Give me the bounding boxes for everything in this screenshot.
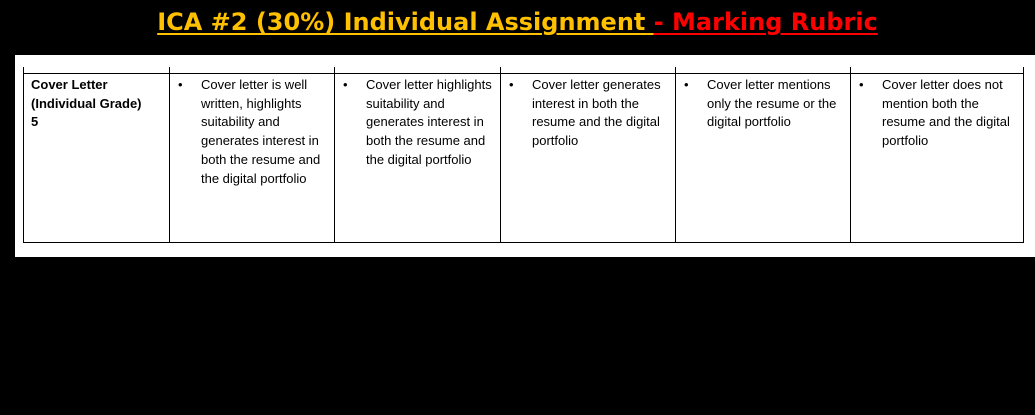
level-text: Cover letter highlights suitability and … [366, 77, 492, 167]
bullet-list: • Cover letter does not mention both the … [855, 76, 1019, 151]
bullet-list: • Cover letter highlights suitability and… [339, 76, 496, 170]
level-text: Cover letter does not mention both the r… [882, 77, 1010, 149]
level-text: Cover letter is well written, highlights… [201, 77, 321, 186]
level-cell-1: • Cover letter is well written, highlight… [169, 73, 335, 243]
bullet-list: • Cover letter generates interest in both… [505, 76, 671, 151]
bullet-icon: • [684, 77, 689, 92]
bullet-icon: • [343, 77, 348, 92]
bullet-icon: • [178, 77, 183, 92]
list-item: • Cover letter highlights suitability and… [339, 76, 496, 170]
criterion-grade-type: (Individual Grade) [31, 95, 142, 111]
list-item: • Cover letter mentions only the resume o… [680, 76, 846, 132]
level-cell-5: • Cover letter does not mention both the … [850, 73, 1024, 243]
title-accent: - Marking Rubric [653, 8, 878, 36]
criterion-points: 5 [31, 114, 39, 130]
bullet-icon: • [509, 77, 514, 92]
list-item: • Cover letter does not mention both the … [855, 76, 1019, 151]
table-row-cover-letter: Cover Letter (Individual Grade) 5 • Cover… [23, 73, 1024, 243]
bullet-icon: • [859, 77, 864, 92]
level-text: Cover letter mentions only the resume or… [707, 77, 837, 130]
level-cell-2: • Cover letter highlights suitability and… [334, 73, 501, 243]
criterion-name: Cover Letter [31, 77, 108, 92]
list-item: • Cover letter generates interest in both… [505, 76, 671, 151]
page-title: ICA #2 (30%) Individual Assignment - Mar… [0, 4, 1035, 40]
rubric-table: Cover Letter (Individual Grade) 5 • Cover… [23, 67, 1024, 243]
list-item: • Cover letter is well written, highlight… [174, 76, 330, 188]
title-main: ICA #2 (30%) Individual Assignment [157, 8, 654, 36]
criterion-cell: Cover Letter (Individual Grade) 5 [23, 73, 170, 243]
level-cell-3: • Cover letter generates interest in both… [500, 73, 676, 243]
level-cell-4: • Cover letter mentions only the resume o… [675, 73, 851, 243]
level-text: Cover letter generates interest in both … [532, 77, 661, 149]
bullet-list: • Cover letter is well written, highlight… [174, 76, 330, 188]
rubric-panel: Cover Letter (Individual Grade) 5 • Cover… [15, 55, 1035, 257]
bullet-list: • Cover letter mentions only the resume o… [680, 76, 846, 132]
